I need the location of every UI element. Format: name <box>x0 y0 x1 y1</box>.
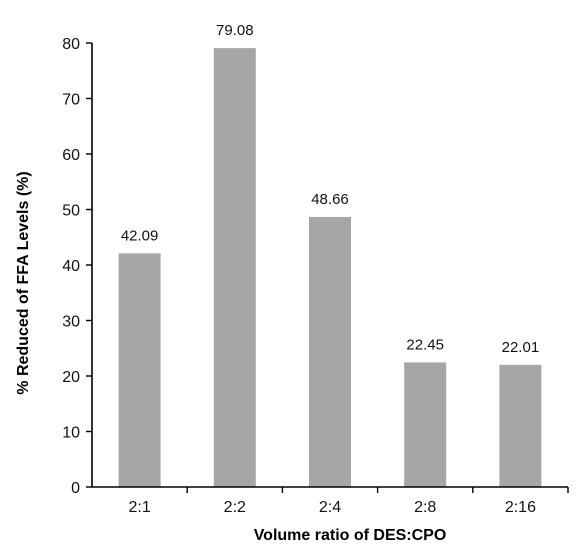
data-label: 79.08 <box>216 22 254 39</box>
data-labels-layer: 42.09 79.08 48.66 22.45 22.01 <box>121 22 539 356</box>
bar <box>118 253 161 487</box>
x-tick-label: 2:1 <box>128 499 150 516</box>
bar <box>499 364 542 487</box>
y-tick-label: 40 <box>62 258 80 275</box>
x-tick-label: 2:4 <box>319 499 341 516</box>
data-label: 42.09 <box>121 227 159 244</box>
bars-layer <box>118 48 542 488</box>
x-ticks-layer: 2:1 2:2 2:4 2:8 2:16 <box>128 487 569 516</box>
y-tick-label: 0 <box>71 480 80 497</box>
data-label: 22.01 <box>502 339 540 356</box>
data-label: 22.45 <box>406 336 444 353</box>
y-tick-label: 10 <box>62 425 80 442</box>
data-label: 48.66 <box>311 191 349 208</box>
y-tick-label: 50 <box>62 203 80 220</box>
bar <box>213 48 256 488</box>
x-tick-label: 2:8 <box>414 499 436 516</box>
y-tick-label: 60 <box>62 147 80 164</box>
y-tick-label: 80 <box>62 36 80 53</box>
y-tick-label: 70 <box>62 92 80 109</box>
y-tick-label: 20 <box>62 369 80 386</box>
bar <box>309 216 351 487</box>
y-tick-label: 30 <box>62 314 80 331</box>
x-tick-label: 2:16 <box>505 499 536 516</box>
x-axis-title: Volume ratio of DES:CPO <box>254 527 447 544</box>
bar <box>404 362 447 487</box>
y-axis-title: % Reduced of FFA Levels (%) <box>15 171 32 394</box>
x-tick-label: 2:2 <box>224 499 246 516</box>
y-ticks-layer: 0 10 20 30 40 50 60 70 80 <box>62 36 92 497</box>
